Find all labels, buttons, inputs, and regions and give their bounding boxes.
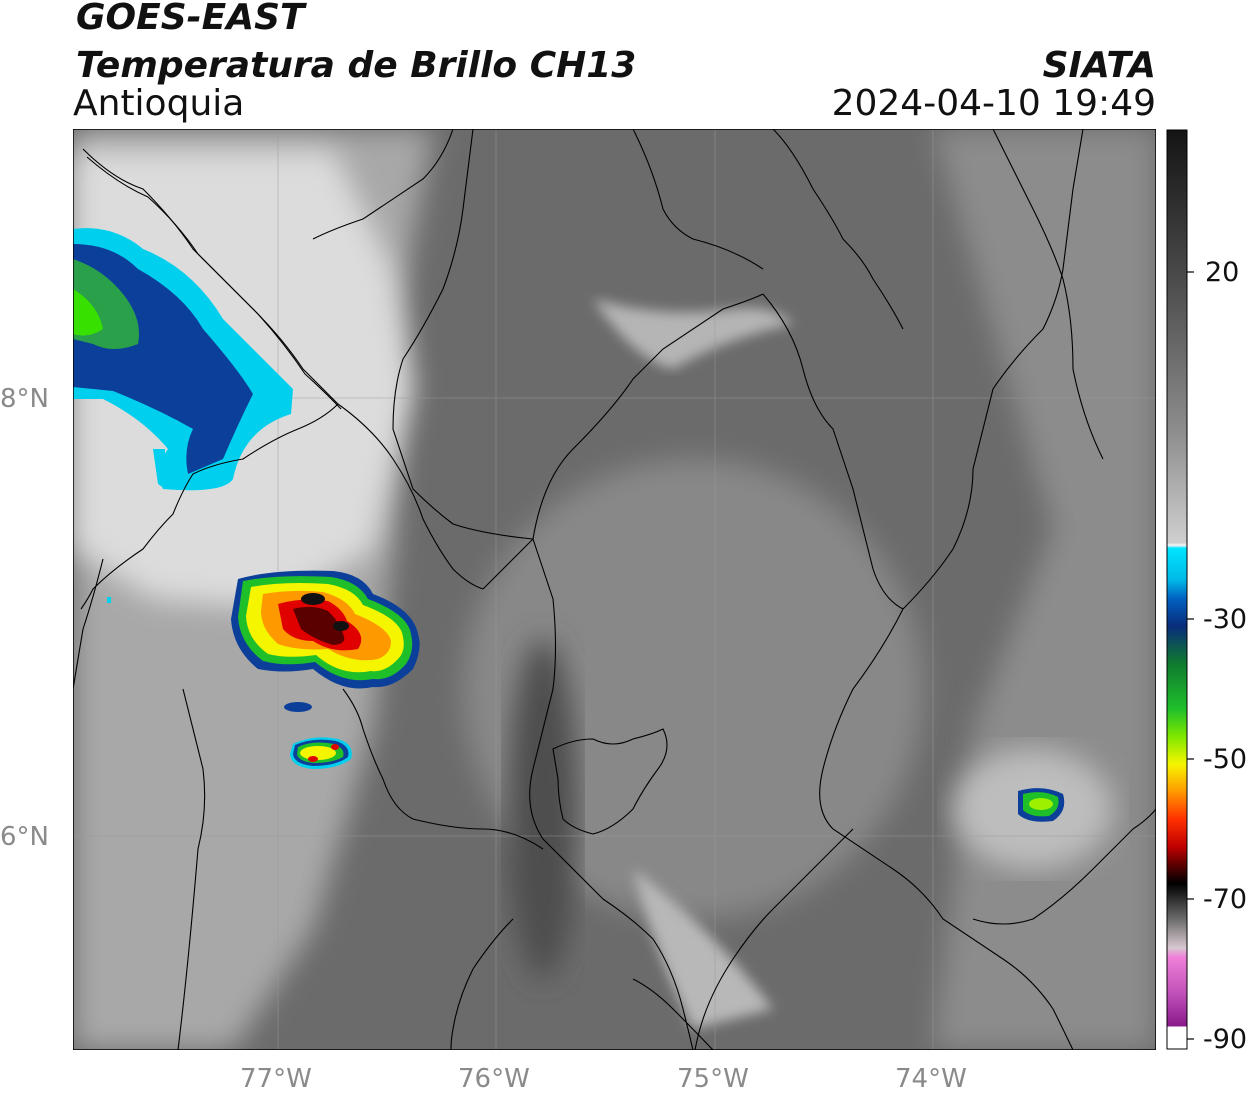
central-gray-area bbox=[463, 459, 923, 919]
tiny-cyan-dot bbox=[107, 597, 111, 603]
colorbar-label-minus70: -70 bbox=[1203, 884, 1248, 915]
colorbar-label-minus50: -50 bbox=[1203, 744, 1248, 775]
region-label: Antioquia bbox=[73, 83, 245, 124]
colorbar-label-minus30: -30 bbox=[1203, 604, 1248, 635]
satellite-map bbox=[73, 129, 1156, 1050]
title-line-1: GOES-EAST bbox=[76, 0, 305, 38]
choco-small-cell bbox=[290, 737, 352, 769]
lon-label-76w: 76°W bbox=[458, 1064, 530, 1094]
source-label: SIATA bbox=[1042, 45, 1156, 86]
cauca-dark-valley bbox=[508, 639, 578, 979]
magdalena-medio-cell bbox=[1018, 788, 1065, 822]
colorbar bbox=[1166, 129, 1194, 1050]
uraba-convective-cell bbox=[231, 570, 420, 689]
boundaries bbox=[73, 129, 1156, 1050]
colorbar-label-20: 20 bbox=[1205, 257, 1240, 288]
colorbar-ticks bbox=[1187, 271, 1194, 1040]
colorbar-gradient bbox=[1166, 129, 1188, 1050]
lat-label-6n: 6°N bbox=[0, 822, 49, 852]
colorbar-label-minus90: -90 bbox=[1203, 1024, 1248, 1055]
small-cell-blue bbox=[284, 702, 312, 712]
title-line-2: Temperatura de Brillo CH13 bbox=[76, 45, 637, 86]
lon-label-75w: 75°W bbox=[677, 1064, 749, 1094]
lon-label-77w: 77°W bbox=[240, 1064, 312, 1094]
lon-label-74w: 74°W bbox=[895, 1064, 967, 1094]
datetime-label: 2024-04-10 19:49 bbox=[831, 83, 1156, 124]
south-bright-streaks bbox=[633, 869, 773, 1029]
lat-label-8n: 8°N bbox=[0, 384, 49, 414]
darien-cloud-shield bbox=[73, 228, 293, 491]
north-cloud-wisp bbox=[593, 299, 793, 369]
